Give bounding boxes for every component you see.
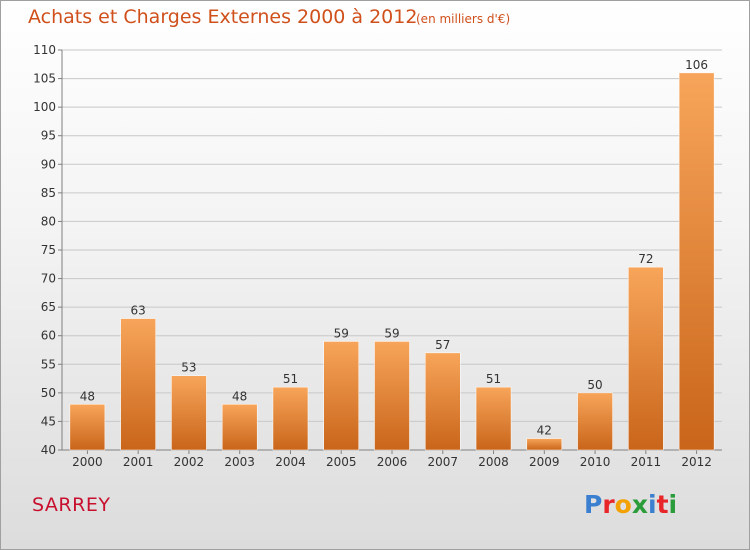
bar-2002 xyxy=(171,375,207,451)
x-tick-label: 2010 xyxy=(580,455,611,469)
x-tick-label: 2003 xyxy=(224,455,255,469)
logo-letter: t xyxy=(656,490,669,519)
chart-subtitle: (en milliers d'€) xyxy=(416,12,511,26)
bar-2006 xyxy=(374,341,410,451)
bars xyxy=(69,72,715,451)
bar-2000 xyxy=(69,404,106,451)
data-label: 63 xyxy=(131,304,146,318)
bar-2008 xyxy=(475,386,512,451)
bar-2007 xyxy=(425,352,461,451)
commune-name: SARREY xyxy=(32,494,111,516)
data-label: 51 xyxy=(486,372,501,386)
bar-2004 xyxy=(272,386,309,451)
bar-2009 xyxy=(526,438,563,451)
data-label: 50 xyxy=(587,378,602,392)
y-tick-label: 60 xyxy=(41,329,56,343)
data-label: 53 xyxy=(181,361,196,375)
logo-letter: x xyxy=(631,490,648,519)
y-tick-label: 75 xyxy=(41,243,56,257)
x-tick-label: 2009 xyxy=(529,455,560,469)
y-tick-label: 95 xyxy=(41,129,56,143)
data-label: 42 xyxy=(537,424,552,438)
y-tick-label: 110 xyxy=(33,43,56,57)
x-tick-label: 2002 xyxy=(174,455,205,469)
y-tick-label: 70 xyxy=(41,272,56,286)
y-tick-label: 105 xyxy=(33,72,56,86)
logo-letter: P xyxy=(584,490,603,519)
x-tick-label: 2005 xyxy=(326,455,357,469)
logo-letter: i xyxy=(668,490,678,519)
y-tick-label: 85 xyxy=(41,186,56,200)
data-label: 57 xyxy=(435,338,450,352)
data-label: 106 xyxy=(685,58,708,72)
bar-2011 xyxy=(628,266,664,451)
y-tick-label: 50 xyxy=(41,386,56,400)
logo-letter: o xyxy=(614,490,632,519)
x-tick-label: 2008 xyxy=(478,455,509,469)
x-tick-label: 2007 xyxy=(427,455,458,469)
data-labels: 48 63 53 48 51 59 59 57 51 42 50 72 106 xyxy=(80,58,708,438)
x-tick-label: 2004 xyxy=(275,455,306,469)
bar-2012 xyxy=(678,72,715,451)
bar-2003 xyxy=(221,404,258,451)
data-label: 51 xyxy=(283,372,298,386)
y-tick-label: 80 xyxy=(41,214,56,228)
y-tick-label: 40 xyxy=(41,443,56,457)
x-tick-label: 2011 xyxy=(631,455,662,469)
y-tick-label: 45 xyxy=(41,414,56,428)
data-label: 59 xyxy=(334,326,349,340)
logo-letter: r xyxy=(602,490,615,519)
bar-2001 xyxy=(120,318,156,451)
data-label: 48 xyxy=(80,389,95,403)
proxiti-logo: Proxiti xyxy=(584,490,677,519)
data-label: 48 xyxy=(232,389,247,403)
chart-title: Achats et Charges Externes 2000 à 2012 xyxy=(28,6,418,28)
y-tick-label: 55 xyxy=(41,357,56,371)
data-label: 59 xyxy=(384,326,399,340)
y-tick-label: 90 xyxy=(41,157,56,171)
logo-letter: i xyxy=(648,490,657,519)
y-tick-label: 65 xyxy=(41,300,56,314)
x-tick-label: 2012 xyxy=(681,455,712,469)
bar-2005 xyxy=(323,341,359,451)
x-tick-label: 2000 xyxy=(72,455,103,469)
y-tick-label: 100 xyxy=(33,100,56,114)
data-label: 72 xyxy=(638,252,653,266)
x-tick-label: 2001 xyxy=(123,455,154,469)
bar-2010 xyxy=(577,392,613,451)
x-tick-label: 2006 xyxy=(377,455,408,469)
